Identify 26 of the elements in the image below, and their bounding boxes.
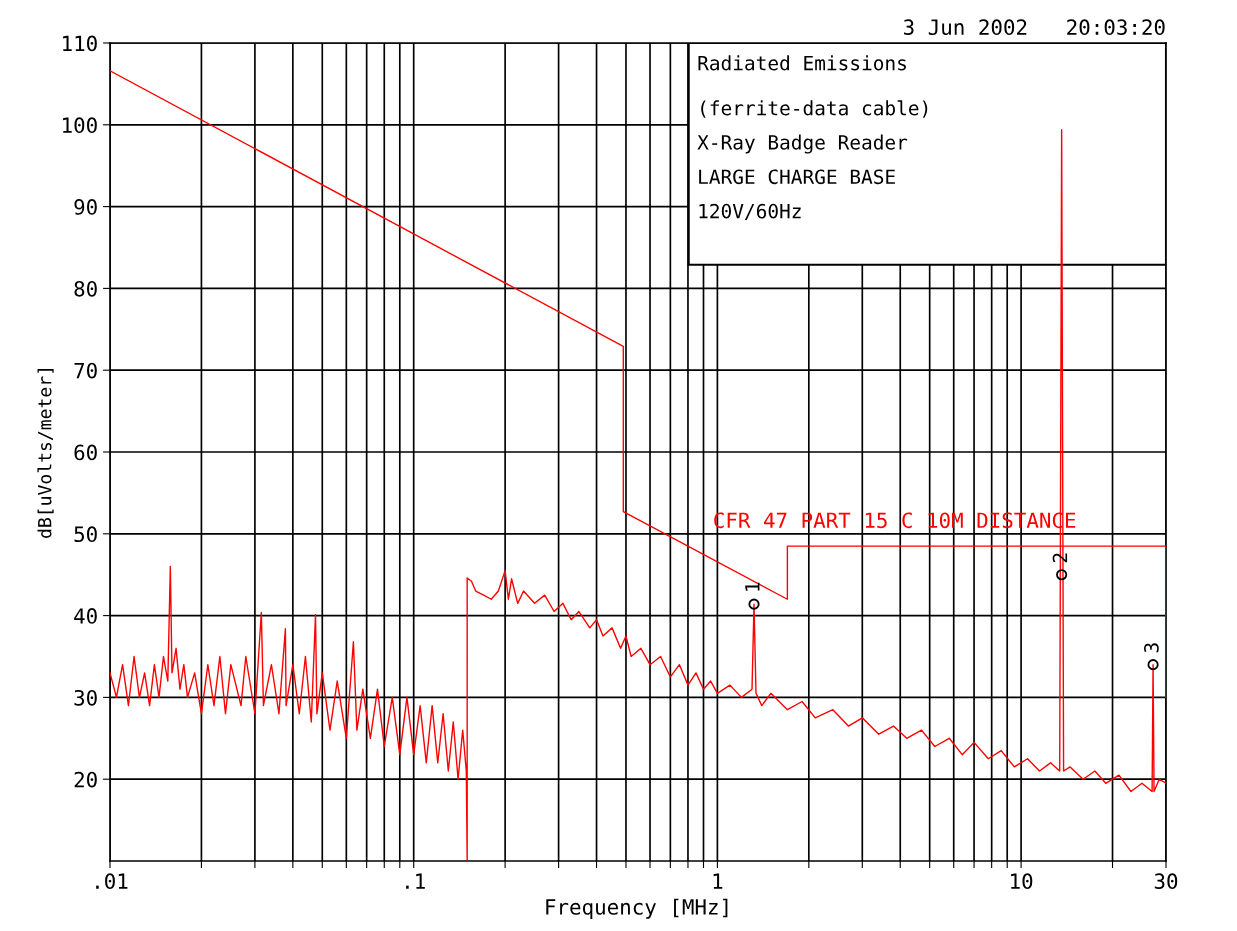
x-tick-label: .01 [96, 873, 128, 890]
y-tick-label: 70 [74, 362, 97, 379]
annotation: 3 [1144, 643, 1159, 653]
x-axis-title: Frequency [MHz] [546, 898, 728, 919]
y-tick-label: 50 [74, 526, 97, 543]
annotation: 1 [745, 582, 760, 591]
x-tick-label: 30 [1154, 873, 1178, 890]
y-tick-label: 80 [74, 280, 97, 297]
y-tick-label: 40 [74, 608, 97, 624]
y-tick-label: 60 [74, 444, 97, 461]
chart-subtitle: 3 Jun 2002 20:03:20 [904, 19, 1165, 36]
y-tick-label: 20 [74, 771, 97, 788]
y-tick-label: 100 [63, 117, 97, 134]
y-axis-title: dB[uVolts/meter] [37, 369, 54, 538]
y-tick-label: 110 [63, 35, 97, 52]
annotation: 2 [1052, 553, 1068, 563]
x-tick-label: .1 [406, 873, 425, 889]
annotation: X-Ray Badge Reader [697, 134, 908, 154]
x-tick-label: 10 [1011, 873, 1033, 890]
y-tick-label: 90 [74, 199, 97, 215]
annotation: Radiated Emissions [698, 55, 906, 71]
annotation: LARGE CHARGE BASE [699, 169, 895, 185]
x-tick-label: 1 [713, 873, 723, 889]
y-tick-label: 30 [74, 689, 97, 706]
annotation: 120V/60Hz [699, 203, 801, 221]
annotation: (ferrite-data cable) [701, 100, 928, 118]
